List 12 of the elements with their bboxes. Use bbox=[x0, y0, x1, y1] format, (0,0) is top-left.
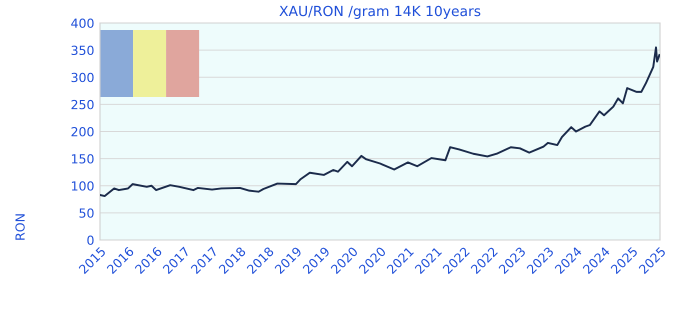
y-axis-title: RON bbox=[15, 214, 25, 240]
y-tick-label: 100 bbox=[72, 181, 94, 191]
y-tick-label: 300 bbox=[72, 72, 94, 82]
y-tick-label: 200 bbox=[72, 126, 94, 136]
y-tick-label: 150 bbox=[72, 154, 94, 164]
y-tick-label: 0 bbox=[87, 235, 94, 245]
y-tick-label: 250 bbox=[72, 100, 94, 110]
y-tick-label: 50 bbox=[80, 208, 94, 218]
chart-title: XAU/RON /gram 14K 10years bbox=[279, 6, 480, 19]
line-series bbox=[100, 46, 660, 198]
y-tick-label: 350 bbox=[72, 46, 94, 56]
y-tick-label: 400 bbox=[71, 18, 94, 28]
